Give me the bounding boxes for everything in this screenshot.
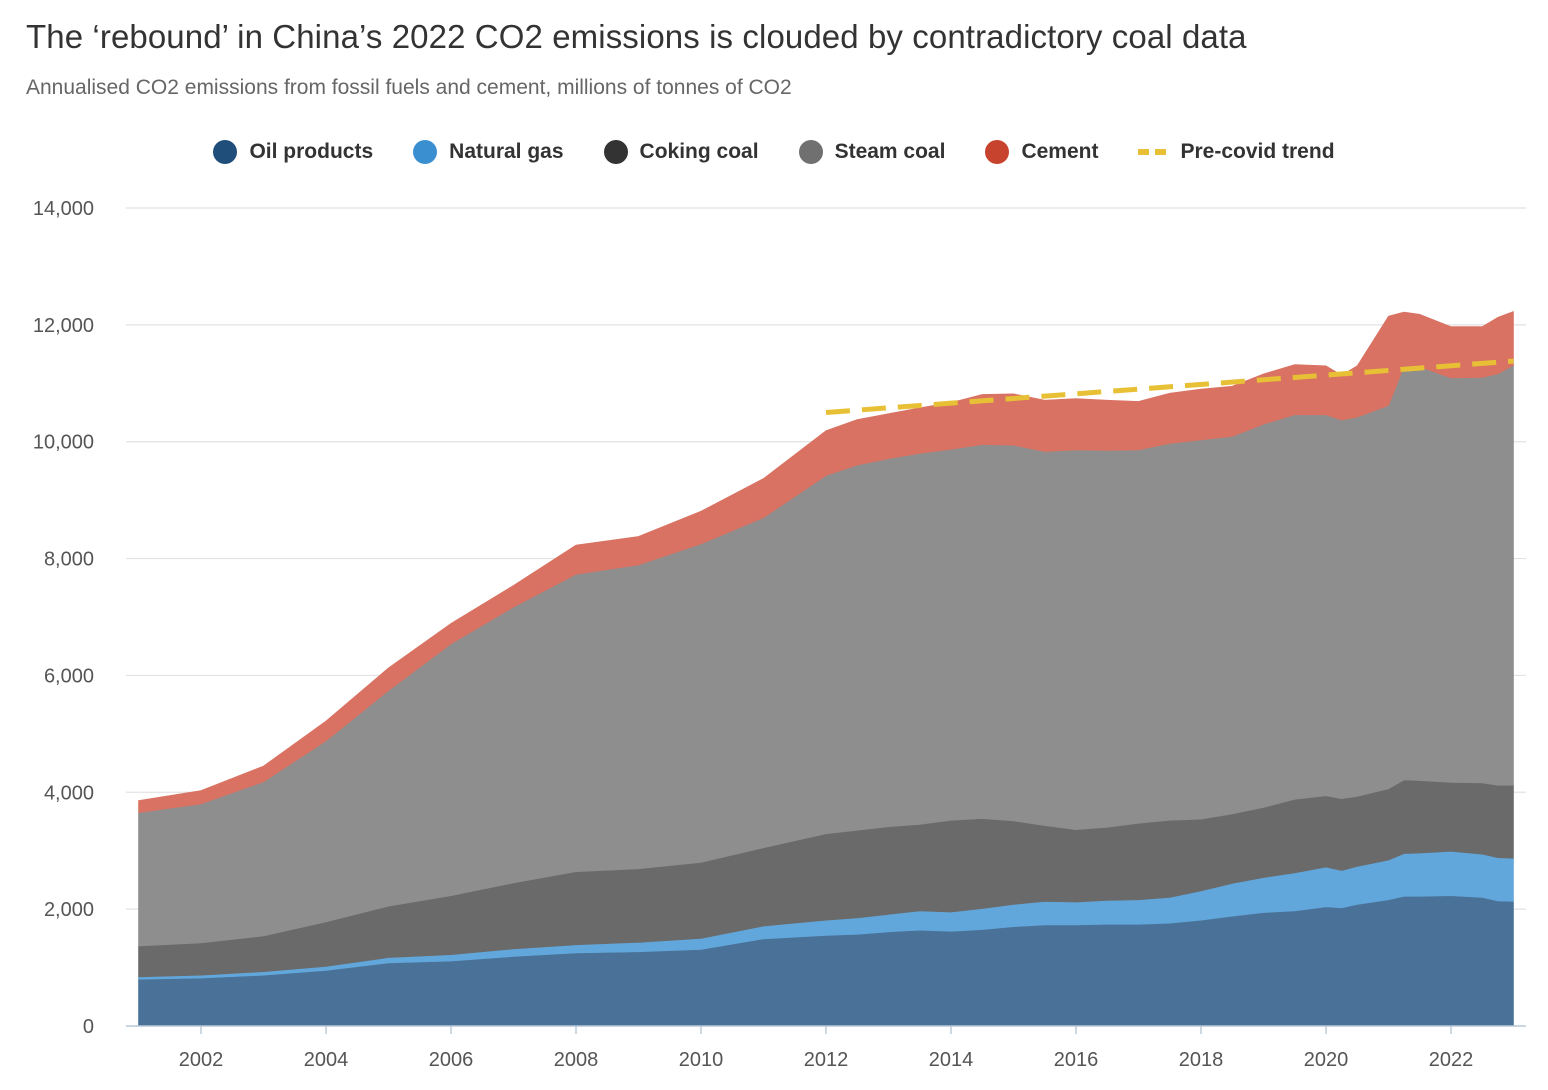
legend: Oil products Natural gas Coking coal Steam …	[0, 140, 1548, 164]
y-tick-label: 4,000	[44, 782, 94, 804]
legend-item-oil-products[interactable]: Oil products	[213, 140, 373, 164]
x-tick-label: 2014	[929, 1049, 974, 1071]
areas	[138, 310, 1514, 1027]
y-tick-label: 14,000	[33, 198, 94, 220]
y-tick-label: 8,000	[44, 549, 94, 571]
legend-item-natural-gas[interactable]: Natural gas	[413, 140, 564, 164]
legend-swatch	[603, 140, 628, 164]
legend-label: Pre-covid trend	[1180, 140, 1335, 163]
chart-title: The ‘rebound’ in China’s 2022 CO2 emissi…	[26, 18, 1247, 55]
x-tick-label: 2004	[304, 1049, 349, 1071]
x-tick-label: 2010	[679, 1049, 724, 1071]
legend-swatch	[413, 140, 438, 164]
legend-item-coking-coal[interactable]: Coking coal	[603, 140, 759, 164]
y-tick-label: 10,000	[33, 432, 94, 454]
x-tick-label: 2018	[1179, 1049, 1224, 1071]
legend-item-cement[interactable]: Cement	[985, 140, 1098, 164]
y-tick-label: 12,000	[33, 315, 94, 337]
y-tick-label: 0	[83, 1016, 94, 1038]
x-tick-label: 2012	[804, 1049, 849, 1071]
legend-label: Natural gas	[449, 140, 564, 163]
x-tick-label: 2020	[1304, 1049, 1349, 1071]
legend-label: Cement	[1021, 140, 1099, 163]
legend-label: Steam coal	[834, 140, 946, 163]
legend-item-pre-covid-trend[interactable]: Pre-covid trend	[1138, 140, 1335, 164]
legend-label: Coking coal	[639, 140, 759, 163]
legend-swatch	[798, 140, 823, 164]
legend-label: Oil products	[249, 140, 374, 163]
legend-swatch	[1138, 149, 1169, 155]
x-tick-label: 2016	[1054, 1049, 1099, 1071]
x-tick-label: 2002	[179, 1049, 224, 1071]
y-tick-label: 6,000	[44, 665, 94, 687]
x-tick-label: 2008	[554, 1049, 599, 1071]
area-cement	[138, 310, 1514, 814]
chart-subtitle: Annualised CO2 emissions from fossil fue…	[26, 76, 792, 99]
legend-swatch	[213, 140, 238, 164]
x-tick-label: 2006	[429, 1049, 474, 1071]
x-tick-label: 2022	[1429, 1049, 1474, 1071]
legend-swatch	[985, 140, 1010, 164]
y-tick-label: 2,000	[44, 899, 94, 921]
pre-covid-trend-line	[825, 358, 1514, 415]
legend-item-steam-coal[interactable]: Steam coal	[798, 140, 946, 164]
